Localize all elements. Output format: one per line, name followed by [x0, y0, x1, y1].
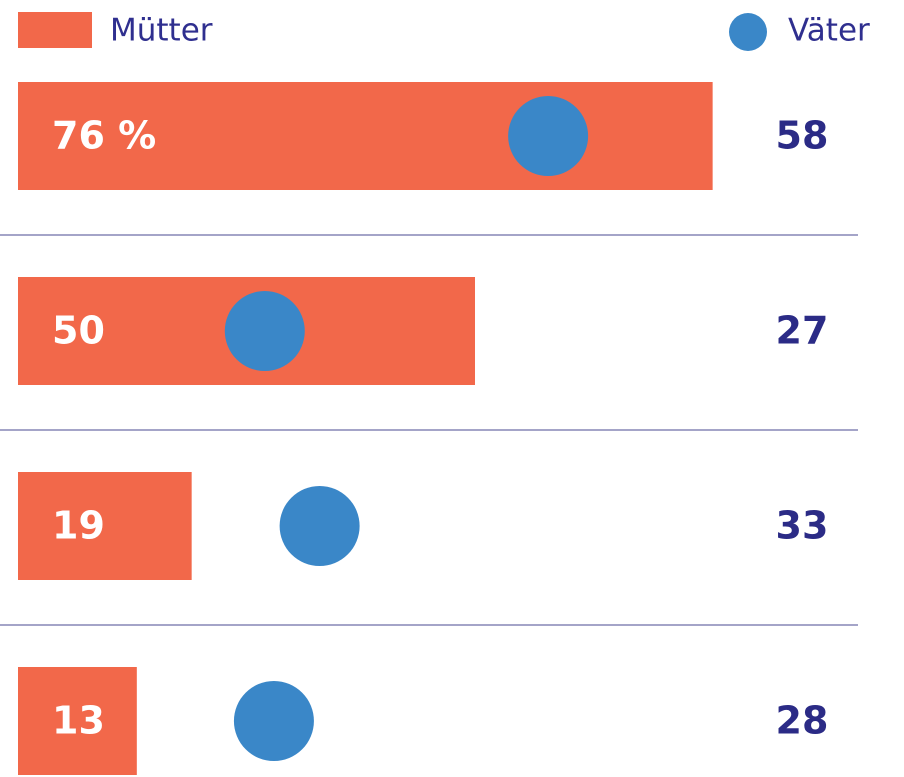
legend-label: Mütter [110, 13, 213, 49]
legend-swatch [729, 13, 767, 51]
dot-label: 58 [776, 114, 829, 158]
bar [18, 82, 713, 190]
bar-label: 13 [52, 699, 105, 743]
legend-swatch [18, 12, 92, 48]
dot-label: 27 [776, 309, 829, 353]
bar-label: 76 % [52, 114, 156, 158]
dot [508, 96, 589, 176]
bar [18, 667, 137, 775]
legend-label: Väter [788, 13, 870, 49]
bar-label: 50 [52, 309, 105, 353]
bar-label: 19 [52, 504, 105, 548]
bar [18, 472, 192, 580]
dot [279, 486, 360, 566]
dot [224, 291, 305, 371]
dot-label: 33 [776, 504, 829, 548]
dot-label: 28 [776, 699, 829, 743]
dot [233, 681, 314, 761]
